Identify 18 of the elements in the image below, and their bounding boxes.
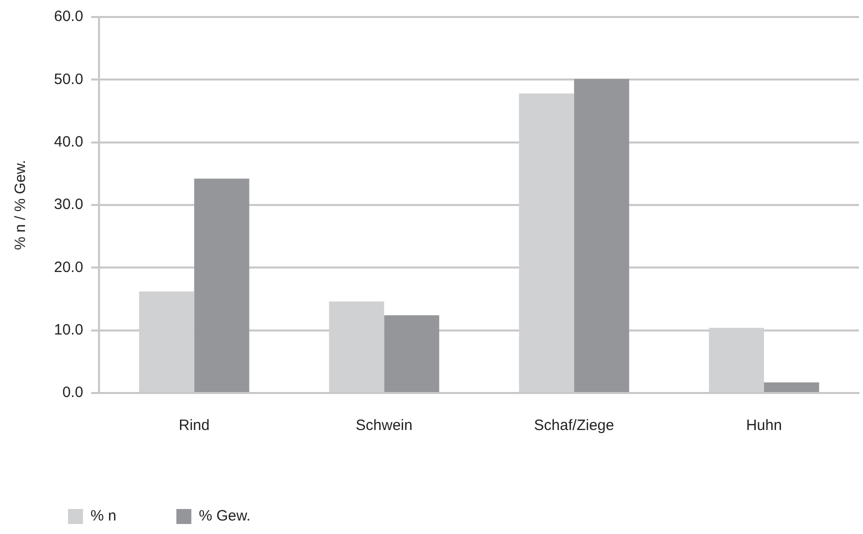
legend-label: % n: [90, 508, 116, 525]
bar: [574, 79, 630, 392]
bar: [764, 382, 820, 392]
x-tick-label: Rind: [178, 417, 210, 434]
y-tick-label: 50.0: [54, 70, 84, 88]
legend-label: % Gew.: [198, 508, 251, 525]
y-tick-label: 0.0: [62, 384, 84, 402]
y-tick-label: 30.0: [54, 196, 84, 214]
x-tick-label: Schaf/Ziege: [534, 417, 614, 434]
bar: [194, 178, 250, 392]
y-tick-label: 20.0: [54, 258, 84, 276]
y-tick-label: 60.0: [54, 8, 84, 26]
y-axis-title: % n / % Gew.: [12, 160, 30, 250]
y-tick-label: 40.0: [54, 133, 84, 150]
x-tick-label: Schwein: [356, 417, 412, 434]
bar: [384, 315, 440, 392]
y-tick-label: 10.0: [54, 321, 84, 338]
x-tick-label: Huhn: [746, 417, 782, 434]
